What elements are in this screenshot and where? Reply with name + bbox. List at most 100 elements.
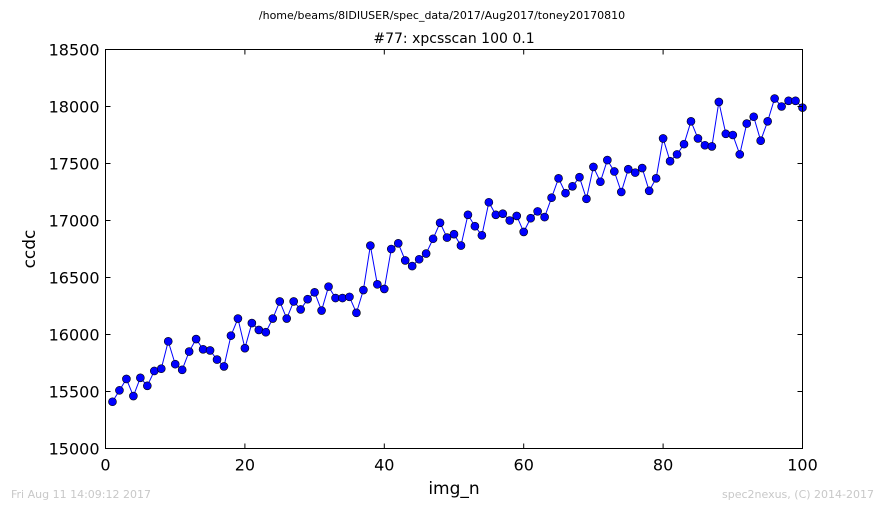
- data-point: [658, 134, 668, 143]
- data-point: [512, 211, 522, 221]
- axes-frame: [105, 49, 803, 449]
- data-point: [289, 297, 298, 306]
- data-point: [742, 119, 752, 128]
- data-point: [379, 284, 389, 294]
- data-point: [191, 334, 201, 344]
- data-point: [791, 96, 800, 106]
- y-axis-title: ccdc: [20, 230, 40, 269]
- data-point: [247, 318, 257, 328]
- data-point: [198, 345, 208, 354]
- data-point: [414, 254, 424, 264]
- data-point: [596, 177, 605, 187]
- footer-timestamp: Fri Aug 11 14:09:12 2017: [11, 488, 151, 501]
- data-point: [282, 314, 292, 323]
- series-layer: [108, 94, 807, 407]
- x-tick-label: 40: [374, 456, 394, 475]
- data-point: [672, 150, 682, 159]
- data-point: [540, 212, 549, 222]
- data-point: [240, 343, 250, 353]
- x-axis-title: img_n: [428, 479, 479, 499]
- data-point: [373, 280, 382, 289]
- y-tick-label: 16500: [49, 269, 100, 288]
- data-point: [205, 346, 215, 355]
- data-point: [226, 331, 236, 340]
- data-point: [163, 337, 173, 346]
- data-point: [484, 197, 494, 207]
- data-point: [693, 134, 703, 143]
- data-point: [477, 231, 487, 240]
- data-point: [303, 294, 312, 304]
- x-tick-label: 80: [653, 456, 673, 475]
- data-point: [610, 167, 619, 176]
- data-point: [136, 373, 145, 383]
- data-point: [393, 239, 403, 248]
- data-point: [728, 130, 738, 140]
- y-tick-label: 18000: [49, 98, 100, 117]
- data-point: [498, 209, 508, 218]
- y-tick-label: 16000: [49, 326, 100, 345]
- data-point: [700, 140, 710, 150]
- data-point: [428, 234, 438, 244]
- data-point: [108, 397, 117, 407]
- y-tick-label: 15000: [49, 440, 100, 459]
- data-point: [449, 229, 459, 239]
- data-point: [219, 362, 229, 371]
- data-point: [352, 308, 361, 318]
- data-point: [456, 241, 466, 250]
- data-point: [686, 117, 696, 126]
- data-point: [261, 327, 271, 337]
- footer-credit: spec2nexus, (C) 2014-2017: [722, 488, 874, 501]
- data-point: [177, 365, 187, 375]
- data-point: [568, 182, 577, 191]
- data-point: [184, 347, 194, 356]
- y-tick-label: 17500: [49, 155, 100, 174]
- data-point: [589, 162, 598, 172]
- series-line: [112, 97, 803, 403]
- data-point: [533, 207, 542, 216]
- figure-suptitle: /home/beams/8IDIUSER/spec_data/2017/Aug2…: [258, 9, 626, 22]
- x-tick-label: 100: [787, 456, 818, 475]
- data-point: [317, 306, 326, 315]
- data-point: [644, 186, 654, 196]
- y-tick-label: 17000: [49, 212, 100, 231]
- data-point: [324, 282, 333, 291]
- data-point: [122, 374, 131, 384]
- data-point: [212, 355, 222, 364]
- data-point: [651, 174, 661, 183]
- data-point: [735, 150, 745, 159]
- data-point: [561, 188, 570, 198]
- data-point: [129, 391, 138, 401]
- data-point: [310, 288, 319, 297]
- data-point: [714, 97, 724, 107]
- data-point: [386, 244, 396, 254]
- plot-title: #77: xpcsscan 100 0.1: [373, 31, 534, 47]
- x-tick-label: 60: [514, 456, 534, 475]
- data-point: [749, 112, 759, 122]
- data-point: [665, 156, 675, 166]
- data-point: [359, 285, 368, 295]
- data-point: [616, 187, 626, 197]
- data-point: [407, 261, 417, 271]
- data-point: [275, 297, 285, 306]
- data-point: [366, 241, 375, 250]
- data-point: [296, 305, 305, 314]
- data-point: [491, 210, 501, 220]
- data-point: [233, 314, 243, 323]
- data-point: [679, 139, 689, 149]
- data-point: [582, 194, 591, 204]
- data-point: [442, 233, 452, 242]
- y-tick-label: 15500: [49, 383, 100, 402]
- data-point: [630, 168, 640, 177]
- data-point: [170, 359, 180, 369]
- data-point: [623, 164, 633, 174]
- data-point: [470, 221, 480, 231]
- data-point: [143, 381, 152, 391]
- data-point: [421, 249, 431, 258]
- x-tick-label: 20: [235, 456, 255, 475]
- data-point: [526, 213, 535, 223]
- data-point: [603, 155, 612, 165]
- data-point: [519, 227, 529, 237]
- data-point: [770, 94, 779, 103]
- data-point: [400, 256, 410, 265]
